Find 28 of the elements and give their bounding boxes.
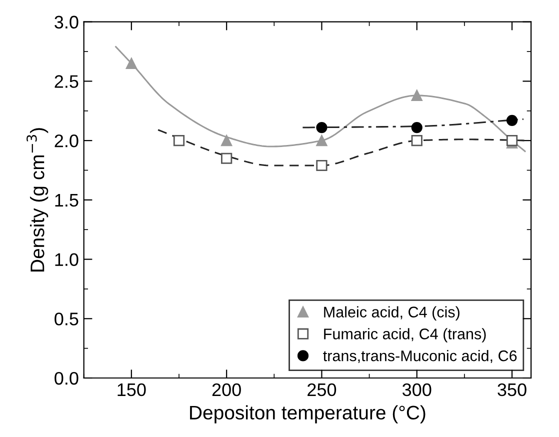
point xyxy=(316,122,328,134)
y-tick-label: 2.0 xyxy=(54,134,78,148)
point xyxy=(173,135,185,146)
y-tick-label: 1.5 xyxy=(55,194,78,207)
point xyxy=(411,135,422,146)
x-tick-label: 250 xyxy=(308,383,336,396)
y-tick-label: 3.0 xyxy=(54,16,78,29)
y-tick-label: 2.5 xyxy=(54,75,78,88)
point xyxy=(221,152,232,164)
legend-label: Maleic acid, C4 (cis) xyxy=(324,306,460,320)
x-tick-label: 200 xyxy=(212,383,241,396)
x-tick-label: 150 xyxy=(118,383,146,396)
y-axis-title: Density (g cm$^{−3}$) xyxy=(26,128,48,272)
y-tick-label: 1.0 xyxy=(55,253,78,266)
legend-label: Fumaric acid, C4 (trans) xyxy=(324,328,486,342)
x-axis-title: Depositon temperature (°C) xyxy=(190,405,426,424)
point xyxy=(316,135,328,146)
point xyxy=(506,114,518,126)
point xyxy=(411,122,422,134)
point xyxy=(221,135,232,146)
x-tick-label: 300 xyxy=(402,383,432,396)
point xyxy=(411,90,422,102)
legend-label: trans,trans-Muconic acid, C6 xyxy=(323,350,517,364)
y-tick-label: 0.0 xyxy=(54,372,78,385)
point xyxy=(126,58,137,69)
point xyxy=(316,160,328,172)
y-tick-label: 0.5 xyxy=(54,312,78,326)
x-tick-label: 350 xyxy=(498,383,526,396)
